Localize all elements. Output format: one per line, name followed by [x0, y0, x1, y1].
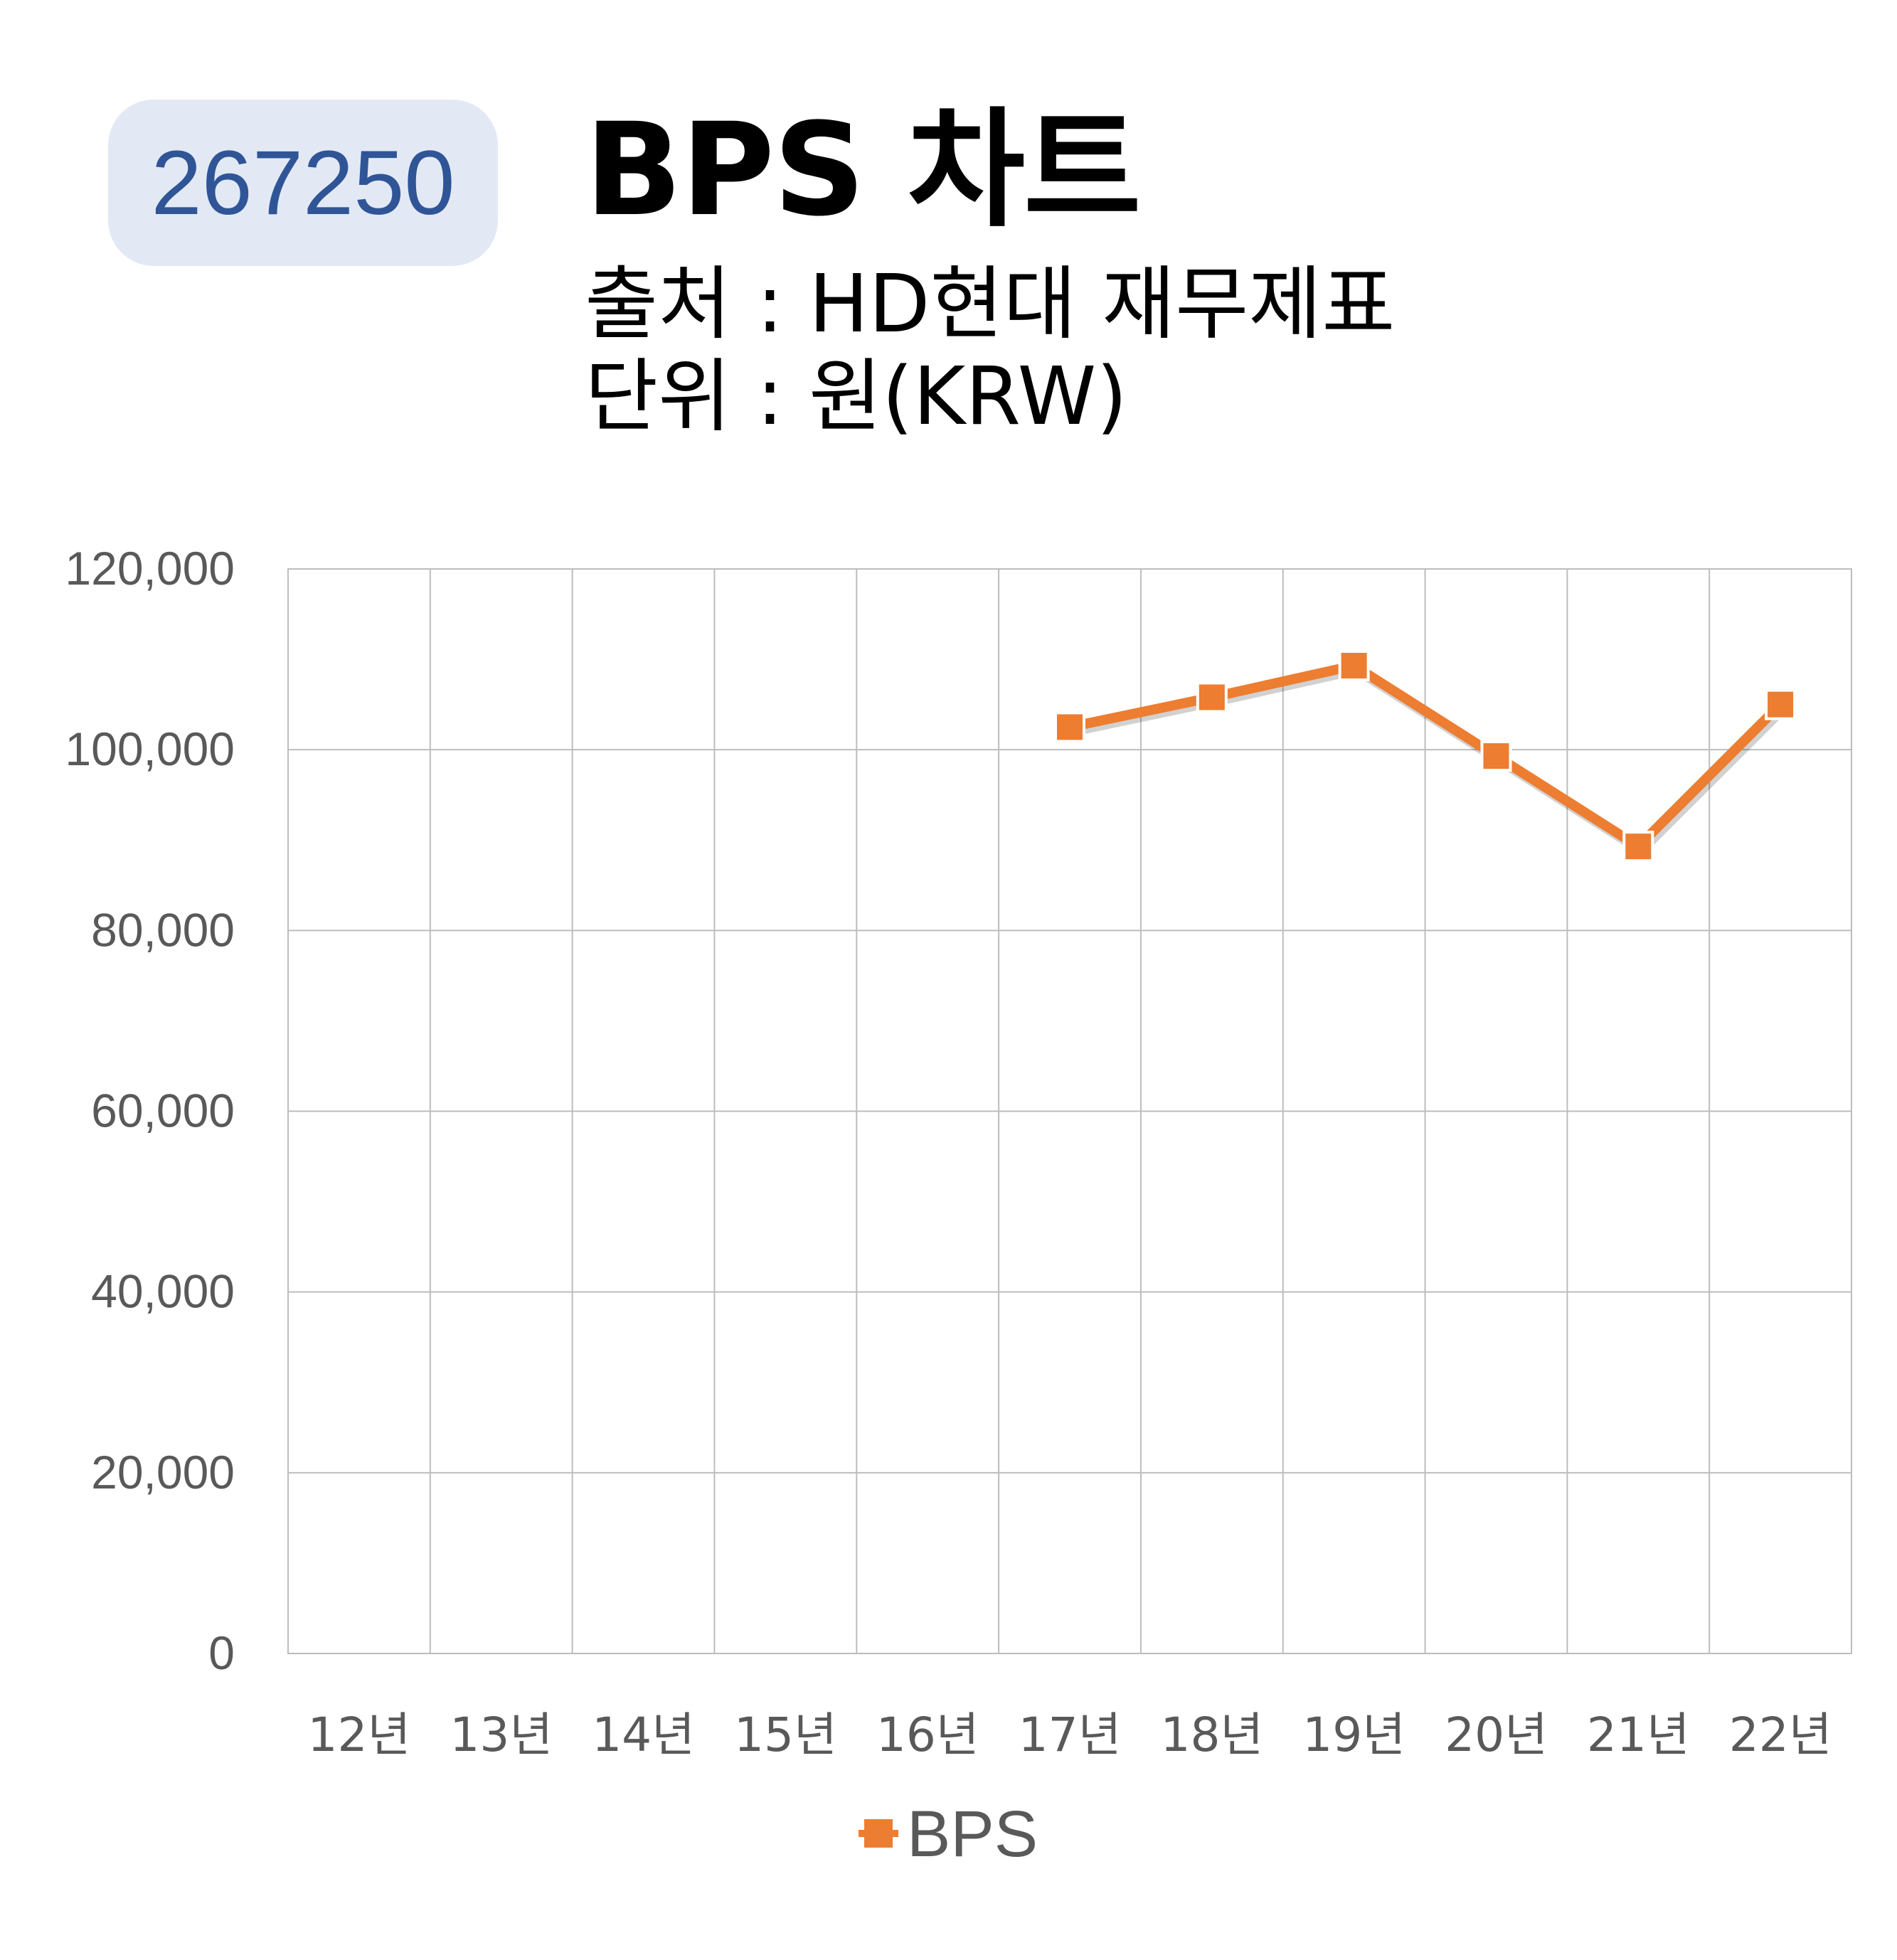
data-point-marker: [1480, 740, 1512, 772]
x-tick-label: 17년: [1019, 1708, 1122, 1762]
y-tick-label: 100,000: [65, 723, 235, 775]
x-tick-label: 15년: [734, 1708, 837, 1762]
source-label: 출처 : HD현대 재무제표: [585, 258, 1396, 351]
ticker-badge: 267250: [108, 100, 498, 266]
x-tick-label: 22년: [1729, 1708, 1832, 1762]
series-line-bps: [1068, 661, 1785, 852]
x-tick-label: 18년: [1160, 1708, 1263, 1762]
legend-label: BPS: [907, 1798, 1038, 1870]
y-tick-label: 40,000: [91, 1265, 235, 1318]
y-axis-ticks: 0 20,000 40,000 60,000 80,000 100,000 120,000: [65, 542, 235, 1679]
ticker-code: 267250: [151, 132, 455, 234]
x-tick-label: 13년: [450, 1708, 553, 1762]
data-point-marker: [1196, 681, 1228, 713]
series-group: [1054, 649, 1797, 863]
data-point-marker: [1622, 831, 1654, 863]
x-tick-label: 19년: [1302, 1708, 1406, 1762]
series-line-shadow: [1071, 665, 1787, 856]
chart-grid: [287, 568, 1852, 1654]
legend: BPS: [859, 1798, 1038, 1870]
x-tick-label: 16년: [876, 1708, 979, 1762]
x-tick-label: 21년: [1587, 1708, 1690, 1762]
x-tick-label: 12년: [308, 1708, 411, 1762]
chart-title: BPS 차트: [585, 96, 1142, 245]
legend-marker: [864, 1819, 893, 1848]
y-tick-label: 0: [208, 1626, 235, 1679]
x-axis-ticks: 12년 13년 14년 15년 16년 17년 18년 19년 20년 21년 22년: [308, 1708, 1832, 1762]
data-point-marker: [1765, 688, 1797, 720]
y-tick-label: 120,000: [65, 542, 235, 595]
unit-label: 단위 : 원(KRW): [585, 351, 1127, 443]
y-tick-label: 20,000: [91, 1446, 235, 1498]
x-tick-label: 14년: [592, 1708, 695, 1762]
x-tick-label: 20년: [1445, 1708, 1548, 1762]
y-tick-label: 80,000: [91, 903, 235, 956]
y-tick-label: 60,000: [91, 1085, 235, 1137]
data-point-marker: [1054, 711, 1085, 743]
data-point-marker: [1338, 649, 1370, 681]
